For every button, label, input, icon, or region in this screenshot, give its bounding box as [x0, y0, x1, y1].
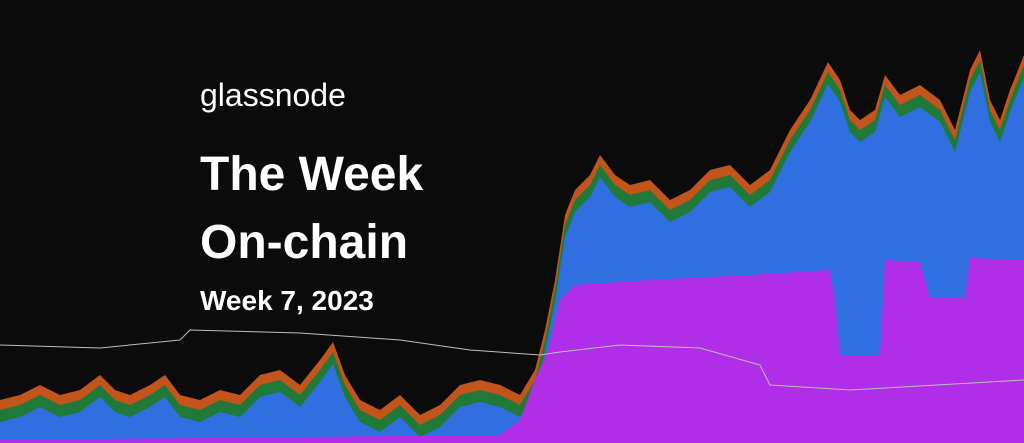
brand: glassnode — [200, 77, 346, 113]
decor-line — [0, 329, 1024, 391]
decor-area-purple — [0, 258, 1024, 443]
title-line: The Week — [200, 148, 424, 201]
title-line: On-chain — [200, 216, 408, 269]
subtitle: Week 7, 2023 — [200, 285, 374, 316]
